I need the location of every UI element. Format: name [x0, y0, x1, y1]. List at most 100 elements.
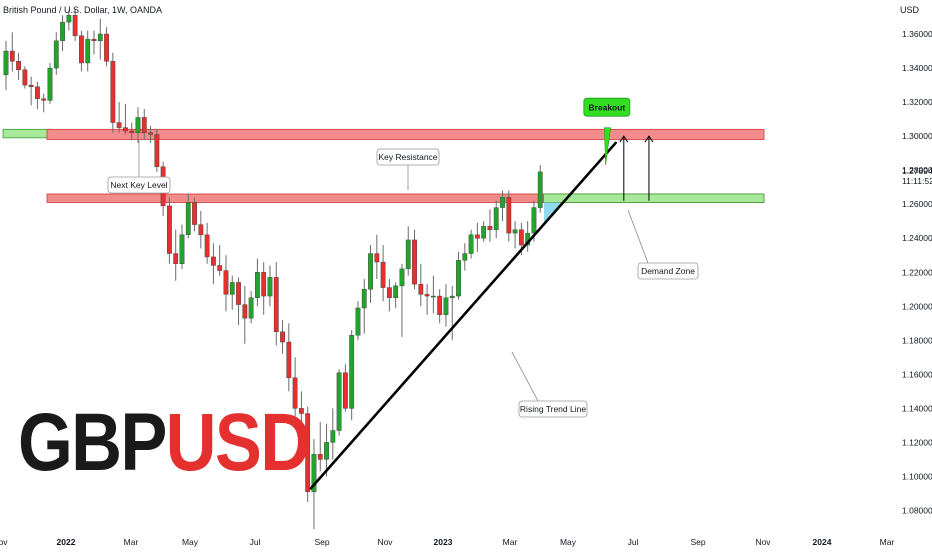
candle-down	[204, 234, 210, 258]
candle-down	[261, 272, 267, 297]
candle-down	[342, 372, 348, 409]
y-tick-label: 1.18000	[902, 335, 932, 345]
candle-up	[368, 253, 373, 290]
candle-down	[418, 283, 424, 295]
y-tick-label: 1.12000	[902, 437, 932, 447]
candle-up	[135, 117, 141, 133]
candle-up	[60, 21, 65, 42]
symbol-header[interactable]: British Pound / U.S. Dollar, 1W, OANDA	[3, 5, 163, 15]
candle-down	[123, 127, 128, 132]
zone-next-key-level	[2, 128, 54, 139]
candle-down	[35, 86, 40, 99]
candle-up	[456, 260, 461, 297]
x-tick-label: Mar	[880, 537, 895, 547]
candle-down	[211, 256, 216, 266]
y-tick-label: 1.20000	[902, 301, 932, 311]
candle-down	[167, 205, 172, 254]
candle-down	[424, 294, 430, 297]
x-tick-label: Nov	[377, 537, 393, 547]
candle-down	[192, 202, 197, 225]
candle-down	[273, 277, 279, 333]
candle-down	[79, 35, 84, 64]
callout-demand-zone-box	[637, 262, 699, 280]
candle-up	[311, 454, 317, 492]
candle-down	[487, 226, 493, 230]
y-tick-label: 1.28000	[902, 165, 932, 175]
rising-trend-line	[309, 141, 617, 490]
callout-breakout-tail	[604, 127, 611, 166]
candle-up	[324, 442, 329, 460]
candle-down	[223, 270, 229, 295]
candle-up	[537, 171, 543, 208]
candle-up	[355, 307, 361, 336]
candle-up	[393, 285, 399, 298]
candle-up	[248, 297, 254, 319]
candle-down	[217, 265, 223, 271]
y-tick-label: 1.10000	[902, 471, 932, 481]
candle-up	[361, 289, 367, 309]
candle-up	[349, 335, 355, 409]
candle-up	[481, 226, 487, 239]
y-tick-label: 1.24000	[902, 233, 932, 243]
candle-down	[280, 331, 285, 343]
y-tick-label: 1.36000	[902, 29, 932, 39]
candle-down	[506, 197, 512, 234]
candle-up	[336, 372, 342, 431]
target-arrow-head	[619, 135, 629, 143]
candle-up	[493, 207, 499, 230]
candle-down	[305, 413, 311, 492]
brand-title: GBPUSD	[18, 402, 311, 484]
candle-up	[254, 272, 260, 298]
candle-down	[198, 224, 204, 236]
candle-up	[462, 253, 468, 261]
bar-countdown: 11:11:52	[902, 176, 932, 186]
candle-down	[72, 15, 78, 36]
callout-next-key-level-box	[107, 176, 171, 194]
brand-base: GBP	[18, 397, 167, 488]
callout-breakout-box	[583, 97, 631, 117]
candle-down	[129, 130, 135, 133]
y-axis[interactable]: 1.36000 1.34000 1.32000 1.30000 1.28000 1.260…	[902, 29, 932, 515]
callout-demand-zone-pointer	[627, 209, 649, 264]
y-tick-label: 1.22000	[902, 267, 932, 277]
candle-up	[430, 295, 436, 298]
x-tick-label: Mar	[503, 537, 518, 547]
y-tick-label: 1.30000	[902, 131, 932, 141]
candle-up	[512, 229, 518, 234]
callout-breakout-text: Breakout	[588, 102, 625, 112]
callout-key-resistance-box	[376, 148, 440, 166]
candle-down	[91, 38, 97, 42]
candle-down	[41, 98, 47, 101]
x-tick-label: Jul	[628, 537, 639, 547]
y-tick-label: 1.34000	[902, 63, 932, 73]
candle-down	[154, 134, 160, 167]
candle-up	[399, 268, 405, 287]
candle-up	[468, 234, 474, 254]
candle-up	[85, 38, 91, 64]
candle-down	[22, 69, 28, 86]
candle-down	[242, 304, 248, 319]
candle-up	[500, 197, 505, 208]
candle-up	[449, 295, 455, 298]
zones-layer	[2, 128, 765, 203]
zone-demand-overlap	[543, 193, 765, 203]
brand-quote: USD	[165, 397, 311, 488]
candle-down	[437, 295, 443, 315]
candle-down	[386, 287, 392, 298]
callout-rising-trend-line-pointer	[511, 351, 539, 402]
callout-next-key-level-text: Next Key Level	[110, 180, 167, 190]
x-tick-label: 2024	[813, 537, 832, 547]
candle-up	[53, 40, 59, 69]
candle-down	[518, 229, 524, 246]
callout-rising-trend-line-text: Rising Trend Line	[520, 404, 586, 414]
candle-up	[330, 430, 336, 443]
x-axis[interactable]: Nov 2022 Mar May Jul Sep Nov 2023 Mar May Jul Sep No…	[0, 537, 894, 547]
candle-up	[185, 202, 191, 236]
y-tick-label: 1.32000	[902, 97, 932, 107]
candle-up	[179, 234, 185, 264]
candle-down	[116, 122, 122, 128]
candle-up	[229, 282, 235, 295]
